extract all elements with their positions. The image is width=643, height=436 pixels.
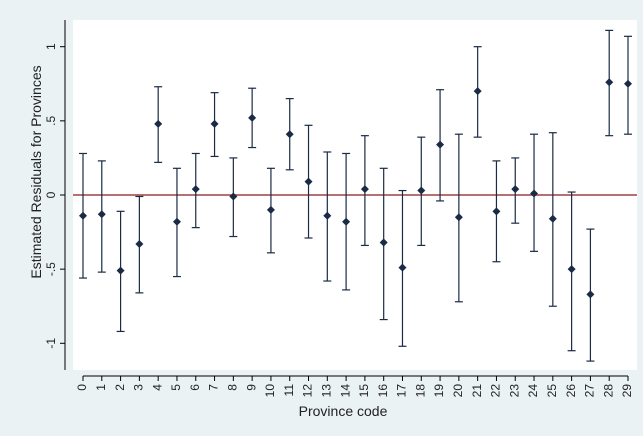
x-tick-label: 2 bbox=[113, 384, 127, 391]
x-tick-label: 0 bbox=[75, 384, 89, 391]
point-estimate-marker bbox=[454, 213, 463, 222]
x-tick-label: 14 bbox=[338, 384, 352, 398]
point-estimate-marker bbox=[436, 140, 445, 149]
y-tick-label: -1 bbox=[44, 338, 58, 349]
x-tick-label: 19 bbox=[432, 384, 446, 398]
x-tick-label: 8 bbox=[226, 384, 240, 391]
point-estimate-marker bbox=[473, 87, 482, 96]
x-tick-label: 16 bbox=[376, 384, 390, 398]
axes: -1-.50.510 1 2 3 4 5 6 7 8 9 10 11 12 13 14 15 16 17 18 19 2… bbox=[44, 20, 634, 397]
point-estimate-marker bbox=[586, 290, 595, 299]
point-estimate-marker bbox=[379, 238, 388, 247]
x-tick-label: 13 bbox=[319, 384, 333, 398]
x-tick-label: 22 bbox=[489, 384, 503, 398]
point-estimate-marker bbox=[398, 263, 407, 272]
x-tick-label: 6 bbox=[188, 384, 202, 391]
x-tick-label: 20 bbox=[451, 384, 465, 398]
point-estimate-marker bbox=[511, 185, 520, 194]
x-tick-label: 25 bbox=[545, 384, 559, 398]
x-tick-label: 4 bbox=[150, 384, 164, 391]
point-estimate-marker bbox=[342, 217, 351, 226]
point-estimate-marker bbox=[360, 185, 369, 194]
x-tick-label: 9 bbox=[244, 384, 258, 391]
point-estimate-marker bbox=[548, 214, 557, 223]
point-estimate-marker bbox=[492, 207, 501, 216]
point-estimate-marker bbox=[154, 119, 163, 128]
point-estimates bbox=[79, 78, 632, 299]
x-tick-label: 15 bbox=[357, 384, 371, 398]
point-estimate-marker bbox=[97, 210, 106, 219]
y-axis-title: Estimated Residuals for Provinces bbox=[28, 65, 44, 278]
point-estimate-marker bbox=[135, 239, 144, 248]
point-estimate-marker bbox=[567, 265, 576, 274]
x-tick-label: 27 bbox=[583, 384, 597, 398]
x-tick-label: 1 bbox=[94, 384, 108, 391]
y-tick-label: 0 bbox=[44, 191, 58, 198]
x-tick-label: 18 bbox=[413, 384, 427, 398]
x-axis-title: Province code bbox=[299, 403, 388, 419]
point-estimate-marker bbox=[191, 185, 200, 194]
point-estimate-marker bbox=[79, 211, 87, 220]
x-tick-label: 17 bbox=[395, 384, 409, 398]
x-tick-label: 26 bbox=[564, 384, 578, 398]
x-tick-label: 11 bbox=[282, 384, 296, 397]
x-tick-label: 10 bbox=[263, 384, 277, 398]
point-estimate-marker bbox=[172, 217, 181, 226]
point-estimate-marker bbox=[605, 78, 614, 87]
point-estimate-marker bbox=[530, 189, 539, 198]
point-estimate-marker bbox=[285, 130, 294, 139]
x-tick-label: 21 bbox=[470, 384, 484, 398]
point-estimate-marker bbox=[323, 211, 332, 220]
point-estimate-marker bbox=[116, 266, 125, 275]
point-estimate-marker bbox=[229, 192, 238, 201]
point-estimate-marker bbox=[417, 186, 426, 195]
x-tick-label: 3 bbox=[132, 384, 146, 391]
x-tick-label: 12 bbox=[301, 384, 315, 398]
point-estimate-marker bbox=[266, 205, 275, 214]
point-estimate-marker bbox=[624, 79, 632, 88]
x-tick-label: 5 bbox=[169, 384, 183, 391]
point-estimate-marker bbox=[248, 113, 257, 122]
x-tick-label: 23 bbox=[507, 384, 521, 398]
point-estimate-marker bbox=[210, 119, 219, 128]
x-tick-label: 7 bbox=[207, 384, 221, 391]
y-tick-label: .5 bbox=[44, 116, 58, 126]
y-tick-label: -.5 bbox=[44, 262, 58, 276]
point-estimate-marker bbox=[304, 177, 313, 186]
x-tick-label: 24 bbox=[526, 384, 540, 398]
x-tick-label: 29 bbox=[620, 384, 634, 398]
y-tick-label: 1 bbox=[44, 43, 58, 50]
x-tick-label: 28 bbox=[601, 384, 615, 398]
